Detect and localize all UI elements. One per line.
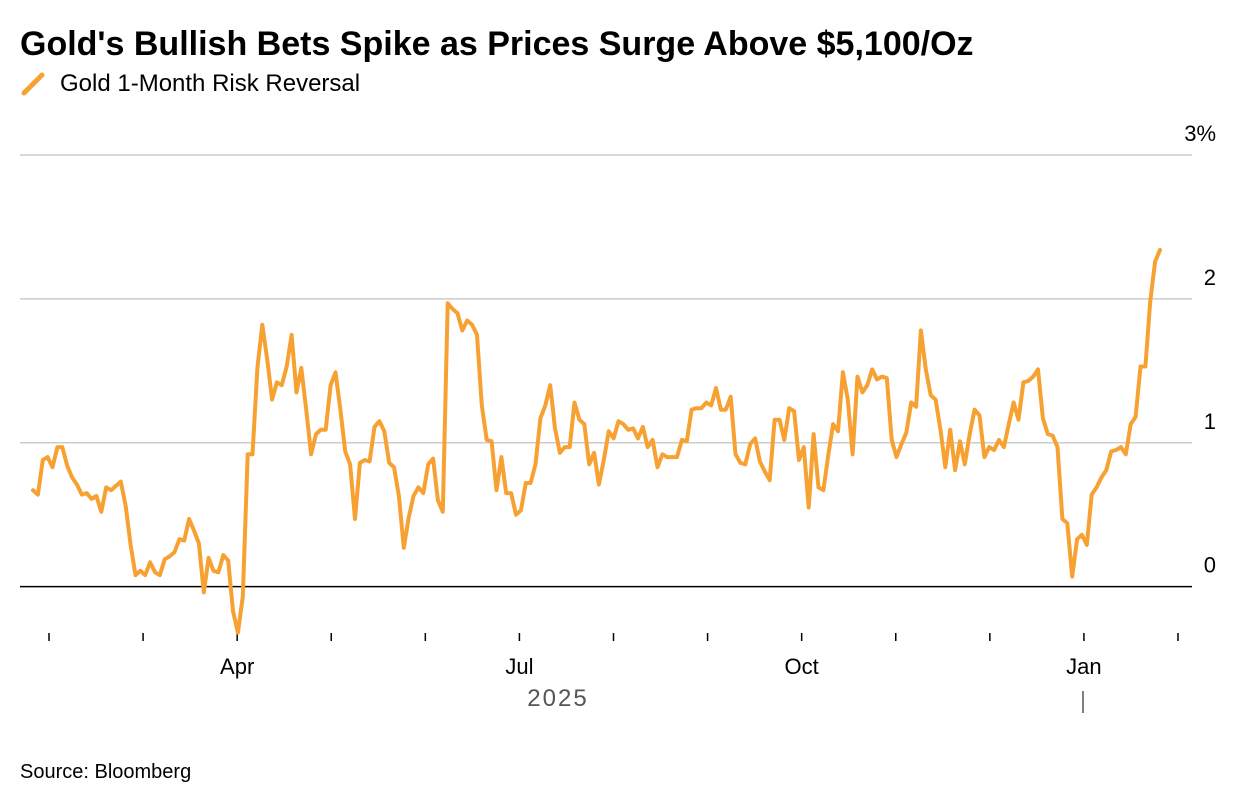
x-tick-label: Jul [505, 654, 533, 679]
legend-label: Gold 1-Month Risk Reversal [60, 70, 360, 97]
y-tick-label: 3% [1184, 121, 1216, 146]
legend-swatch [21, 72, 45, 96]
x-tick-label: Apr [220, 654, 254, 679]
x-group-label: 2025 [527, 685, 588, 712]
y-tick-label: 1 [1204, 409, 1216, 434]
y-tick-label: 0 [1204, 553, 1216, 578]
x-tick-label: Jan [1066, 654, 1101, 679]
x-tick-label: Oct [785, 654, 819, 679]
source: Source: Bloomberg [20, 761, 191, 783]
y-tick-label: 2 [1204, 265, 1216, 290]
series-line [31, 248, 1162, 635]
chart-title: Gold's Bullish Bets Spike as Prices Surg… [20, 25, 974, 63]
